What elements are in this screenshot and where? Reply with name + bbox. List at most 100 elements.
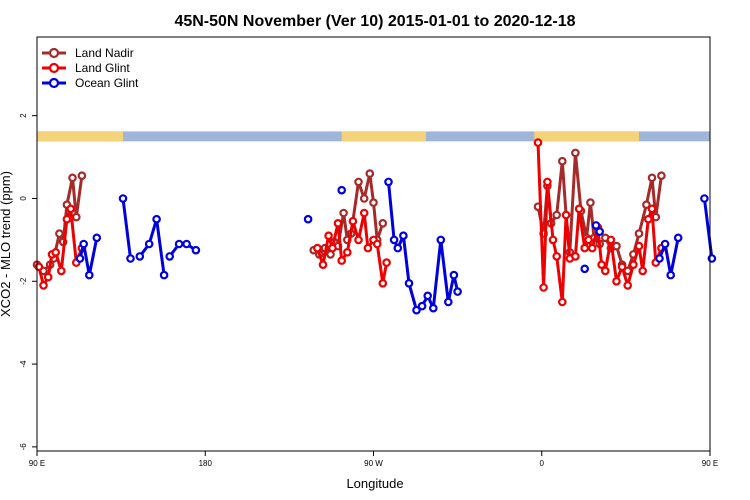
land-glint-point-2-16 — [606, 235, 616, 245]
land-glint-point-1-7 — [348, 216, 358, 226]
land-nadir-point-2-20 — [634, 229, 644, 238]
land-glint-point-1-12 — [372, 239, 382, 249]
ocean-glint-point-9-3 — [673, 233, 683, 243]
land-glint-point-0-2 — [43, 272, 53, 282]
land-glint-point-0-4 — [51, 248, 61, 257]
land-nadir-point-0-8 — [72, 212, 81, 222]
x-tick-label-2: 90 W — [364, 459, 383, 468]
x-axis: 90 E 180 90 W 0 90 E — [29, 451, 718, 468]
ocean-glint-point-3-2 — [182, 239, 191, 249]
x-tick-label-1: 180 — [199, 459, 213, 468]
ocean-glint-point-6-2 — [393, 243, 403, 253]
ocean-glint-point-6-7 — [423, 291, 433, 301]
ocean-glint-point-4-0 — [303, 214, 313, 224]
land-glint-point-1-0 — [313, 243, 322, 253]
y-tick-label-3: -4 — [19, 360, 28, 368]
land-glint-point-2-21 — [634, 241, 644, 251]
ocean-glint-point-6-8 — [428, 303, 438, 313]
land-glint-point-2-18 — [617, 262, 627, 272]
land-glint-point-2-11 — [584, 235, 593, 245]
ocean-glint-point-3-3 — [191, 245, 201, 255]
ocean-glint-point-6-6 — [417, 301, 427, 311]
ocean-glint-point-0-0 — [75, 254, 85, 263]
land-glint-point-1-13 — [378, 278, 388, 288]
x-tick-label-0: 90 E — [29, 459, 45, 468]
ocean-glint-point-3-0 — [165, 252, 175, 261]
land-band-1 — [341, 131, 426, 142]
land-glint-point-2-9 — [574, 204, 584, 214]
land-glint-point-2-5 — [557, 297, 567, 307]
land-glint-point-2-1 — [539, 283, 548, 292]
ocean-glint-point-6-3 — [399, 231, 408, 241]
land-glint-point-1-3 — [328, 243, 337, 253]
ocean-glint-point-6-0 — [384, 177, 393, 187]
land-glint-point-2-19 — [623, 281, 633, 290]
ocean-glint-point-6-5 — [412, 305, 421, 315]
ocean-glint-point-6-9 — [436, 235, 446, 245]
ocean-glint-point-5-0 — [337, 185, 347, 195]
ocean-glint-point-0-1 — [79, 239, 89, 249]
x-axis-label: Longitude — [346, 476, 403, 491]
land-nadir-point-2-21 — [642, 200, 651, 210]
y-axis-label: XCO2 - MLO trend (ppm) — [0, 171, 13, 317]
land-glint-point-2-22 — [638, 266, 648, 276]
land-nadir-point-2-5 — [557, 156, 567, 166]
land-nadir-point-1-9 — [354, 177, 363, 187]
ocean-glint-line-2 — [138, 217, 166, 276]
land-glint-point-2-2 — [543, 177, 552, 187]
series-ocean-glint — [75, 177, 717, 315]
x-tick-label-4: 90 E — [702, 459, 718, 468]
land-glint-point-2-20 — [629, 260, 638, 270]
land-nadir-point-2-8 — [571, 148, 580, 158]
land-glint-point-0-7 — [66, 204, 76, 214]
ocean-glint-point-9-0 — [655, 254, 664, 263]
ocean-glint-point-6-10 — [443, 297, 453, 307]
land-glint-point-1-14 — [382, 258, 391, 267]
ocean-glint-point-8-1 — [595, 227, 605, 236]
land-glint-point-2-4 — [552, 252, 562, 261]
ocean-glint-point-3-1 — [174, 239, 184, 249]
land-band-0 — [37, 131, 123, 142]
land-glint-point-1-9 — [359, 208, 369, 218]
land-glint-point-1-10 — [363, 243, 373, 253]
ocean-glint-point-0-3 — [92, 233, 102, 243]
ocean-glint-point-1-0 — [118, 194, 128, 203]
series-land-glint — [34, 138, 666, 307]
ocean-glint-point-8-0 — [591, 221, 601, 230]
land-nadir-point-1-12 — [369, 198, 378, 207]
ocean-glint-point-6-11 — [449, 270, 459, 280]
y-tick-label-2: -2 — [19, 277, 28, 285]
legend-marker-land-glint — [48, 62, 60, 74]
legend-marker-land-nadir — [48, 47, 60, 59]
land-glint-point-2-23 — [643, 214, 653, 224]
land-glint-line-0 — [37, 207, 84, 287]
land-nadir-point-1-10 — [359, 194, 369, 203]
land-glint-point-2-3 — [548, 235, 558, 245]
ocean-glint-point-6-1 — [389, 235, 399, 245]
land-glint-point-0-5 — [56, 266, 66, 276]
land-glint-point-2-6 — [561, 210, 571, 220]
legend-label-land-nadir: Land Nadir — [75, 46, 134, 60]
legend-marker-ocean-glint — [48, 77, 60, 89]
land-glint-point-1-4 — [333, 219, 343, 228]
land-nadir-point-0-4 — [55, 229, 64, 238]
ocean-glint-line-1 — [121, 198, 132, 259]
land-glint-point-2-14 — [597, 260, 606, 270]
land-glint-point-2-24 — [647, 204, 657, 214]
land-nadir-point-2-16 — [612, 241, 621, 251]
ocean-glint-point-2-1 — [144, 239, 154, 249]
land-glint-point-2-10 — [580, 243, 590, 253]
ocean-glint-point-9-1 — [660, 239, 670, 249]
land-ocean-strip — [37, 131, 710, 142]
y-axis: 2 0 -2 -4 -6 — [19, 113, 37, 451]
land-nadir-line-0 — [35, 175, 84, 273]
y-tick-label-4: -6 — [19, 443, 28, 451]
y-tick-label-0: 2 — [19, 113, 28, 118]
legend-label-ocean-glint: Ocean Glint — [75, 76, 139, 90]
ocean-glint-point-7-0 — [580, 264, 590, 274]
land-nadir-point-1-11 — [365, 169, 375, 178]
land-band-2 — [534, 131, 639, 142]
